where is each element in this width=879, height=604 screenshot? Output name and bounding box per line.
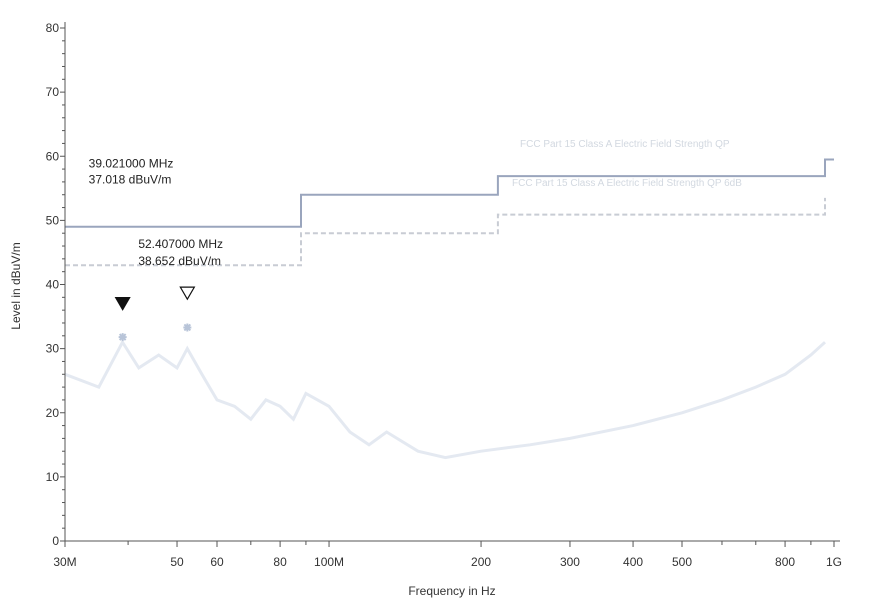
marker-2-level: 38.652 dBuV/m [138,254,221,268]
series-measurement [64,339,827,460]
marker-1-level: 37.018 dBuV/m [89,173,172,187]
series-limit [65,158,834,228]
limit-margin-label: FCC Part 15 Class A Electric Field Stren… [512,178,742,189]
plot-area: 0 10 20 30 40 50 60 70 80 30M 50 60 80 100M 200 300 400 5… [46,21,842,569]
x-tick-label: 500 [672,555,692,569]
final-measurement-point [118,333,127,342]
x-tick-label: 300 [560,555,580,569]
series-limit-margin [65,197,826,267]
x-tick-label: 400 [623,555,643,569]
y-tick-label: 50 [46,213,60,227]
y-tick-label: 0 [52,534,59,548]
y-tick-label: 80 [46,21,60,35]
x-axis-title: Frequency in Hz [408,584,495,598]
x-tick-label: 60 [210,555,224,569]
y-tick-label: 70 [46,85,60,99]
y-axis-title: Level in dBuV/m [9,242,23,329]
x-tick-label: 50 [170,555,184,569]
y-tick-label: 10 [46,470,60,484]
marker-1-triangle [114,297,131,311]
marker-2-triangle [179,286,196,301]
marker-1-frequency: 39.021000 MHz [89,157,174,171]
y-tick-label: 60 [46,149,60,163]
x-tick-label: 80 [273,555,287,569]
marker-2-frequency: 52.407000 MHz [138,237,223,251]
x-tick-label: 100M [314,555,344,569]
x-tick-label: 800 [775,555,795,569]
limit-line-label: FCC Part 15 Class A Electric Field Stren… [520,139,730,150]
x-tick-label: 200 [471,555,491,569]
x-tick-label: 1G [826,555,842,569]
final-measurement-point [183,323,192,332]
y-tick-label: 40 [46,278,60,292]
x-tick-label: 30M [53,555,76,569]
y-tick-label: 20 [46,406,60,420]
y-tick-label: 30 [46,342,60,356]
